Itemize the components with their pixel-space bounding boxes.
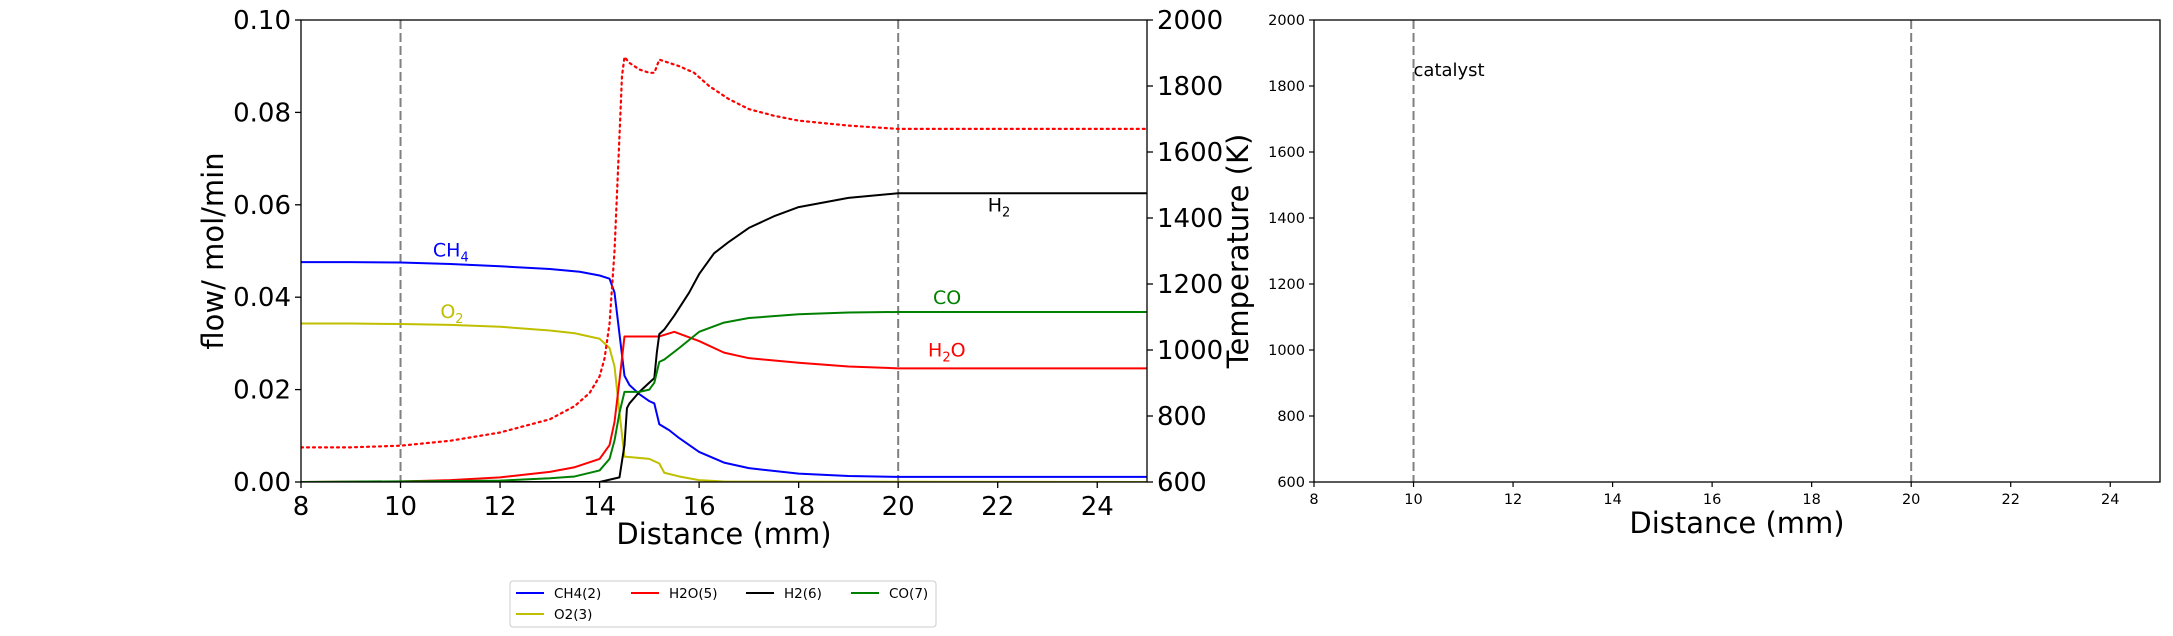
y-tick-label: 600: [1277, 475, 1305, 491]
y2-tick-label: 1000: [1157, 336, 1223, 366]
series-annotation-o2: O2: [440, 301, 463, 327]
x-tick-label: 22: [981, 492, 1014, 522]
y2-tick-label: 1800: [1157, 72, 1223, 102]
x-tick-label: 12: [484, 492, 517, 522]
legend-box: [509, 580, 937, 628]
x-tick-label: 18: [1802, 492, 1820, 508]
series-annotation-h2o: H2O: [928, 339, 966, 365]
x-tick-label: 16: [683, 492, 716, 522]
series-line-h2-6: [301, 192, 1147, 482]
series-line-o2-3: [301, 322, 1147, 482]
series-annotation-h2: H2: [988, 195, 1011, 221]
legend-label-ch4-2: CH4(2): [554, 586, 601, 602]
right-chart: 8 10 12 14 16 18 20 22 24 600 800 1000 1200 1400 1600 1…: [1268, 13, 2161, 540]
y2-tick-label: 2000: [1157, 6, 1223, 36]
x-tick-label: 14: [583, 492, 616, 522]
y2-axis-label: Temperature (K): [1221, 134, 1255, 370]
series-line-co-7: [301, 310, 1147, 482]
y2-tick-label: 1200: [1157, 270, 1223, 300]
y-tick-label: 0.08: [233, 98, 291, 128]
x-tick-label: 20: [882, 492, 915, 522]
series-line-ch4-2: [301, 261, 1147, 478]
y2-tick-label: 600: [1157, 468, 1207, 498]
x-tick-label: 24: [1081, 492, 1114, 522]
legend-label-h2o-5: H2O(5): [669, 586, 718, 602]
series-annotation-ch4: CH4: [433, 240, 469, 266]
x-tick-label: 8: [1309, 492, 1318, 508]
y-tick-label: 0.00: [233, 468, 291, 498]
y-tick-label: 1800: [1268, 79, 1305, 95]
y-tick-label: 800: [1277, 409, 1305, 425]
legend-label-h2-6: H2(6): [784, 586, 822, 602]
left-plot-frame: [300, 19, 1148, 483]
left-chart: 8 10 12 14 16 18 20 22 24 0.00 0.02 0.04 0.06 0.08 0.1…: [196, 6, 1255, 551]
y2-tick-label: 800: [1157, 402, 1207, 432]
x-tick-label: 12: [1504, 492, 1522, 508]
right-plot-frame: [1313, 19, 2161, 483]
y-tick-label: 2000: [1268, 13, 1305, 29]
y2-tick-label: 1400: [1157, 204, 1223, 234]
x-tick-label: 18: [782, 492, 815, 522]
y-tick-label: 1400: [1268, 211, 1305, 227]
x-tick-label: 16: [1703, 492, 1721, 508]
legend-label-o2-3: O2(3): [554, 607, 592, 623]
left-plot-area: [301, 55, 1147, 482]
y-tick-label: 0.06: [233, 191, 291, 221]
x-tick-label: 10: [384, 492, 417, 522]
x-tick-label: 22: [2001, 492, 2019, 508]
y-axis-label: flow/ mol/min: [196, 152, 230, 349]
x-axis-label: Distance (mm): [1629, 506, 1844, 540]
x-tick-label: 24: [2101, 492, 2119, 508]
x-tick-label: 20: [1902, 492, 1920, 508]
catalyst-annotation: catalyst: [1414, 60, 1485, 81]
y-tick-label: 0.04: [233, 283, 291, 313]
y-tick-label: 1600: [1268, 145, 1305, 161]
series-line-temperature: [301, 55, 1147, 449]
x-tick-label: 8: [293, 492, 310, 522]
legend: CH4(2) H2O(5) H2(6) CO(7) O2(3): [509, 580, 937, 628]
y-tick-label: 0.02: [233, 376, 291, 406]
legend-label-co-7: CO(7): [889, 586, 928, 602]
y-tick-label: 1200: [1268, 277, 1305, 293]
y-tick-label: 1000: [1268, 343, 1305, 359]
series-line-h2o-5: [301, 330, 1147, 482]
y2-tick-label: 1600: [1157, 138, 1223, 168]
x-tick-label: 10: [1404, 492, 1422, 508]
x-axis-label: Distance (mm): [616, 517, 831, 551]
x-tick-label: 14: [1603, 492, 1621, 508]
series-annotation-co: CO: [933, 287, 961, 309]
y-tick-label: 0.10: [233, 6, 291, 36]
